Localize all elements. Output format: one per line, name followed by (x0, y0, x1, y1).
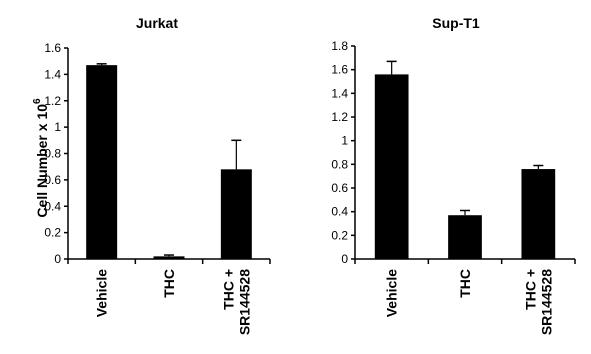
chart-title: Jurkat (136, 15, 178, 31)
y-tick-label: 0.2 (331, 228, 348, 242)
bar-1 (153, 256, 185, 259)
bar-0 (374, 74, 409, 260)
y-tick-label: 0.2 (44, 226, 61, 240)
chart-panel-sup-t1: Sup-T1 0 0.2 0.4 0.6 0.8 1 1.2 1.4 1.6 1.8 Vehicle… (331, 15, 576, 335)
y-tick-label: 0.8 (44, 147, 61, 161)
bar-2 (521, 169, 556, 259)
y-axis-label: Cell Number x 106 (32, 98, 50, 218)
bar-2 (220, 169, 252, 259)
y-tick-label: 1 (54, 120, 61, 134)
category-label-2: THC +SR144528 (220, 269, 252, 335)
category-label-1: THC (457, 269, 473, 298)
category-label-0: Vehicle (94, 269, 110, 317)
y-tick-label: 1.2 (331, 110, 348, 124)
y-tick-label: 1.4 (331, 86, 348, 100)
category-label-0: Vehicle (384, 269, 400, 317)
y-tick-label: 0.6 (331, 181, 348, 195)
y-tick-label: 0.4 (331, 205, 348, 219)
y-tick-label: 1.2 (44, 94, 61, 108)
bar-0 (86, 65, 118, 259)
chart-title: Sup-T1 (432, 15, 480, 31)
y-tick-label: 1.6 (331, 63, 348, 77)
chart-panel-jurkat: Jurkat Cell Number x 106 0 0.2 0.4 0.6 0.8 1 1… (32, 15, 271, 335)
y-tick-label: 1.4 (44, 67, 61, 81)
y-tick-label: 0 (341, 252, 348, 266)
y-tick-label: 1.6 (44, 41, 61, 55)
y-tick-label: 0.4 (44, 199, 61, 213)
y-tick-label: 1.8 (331, 39, 348, 53)
y-tick-label: 0.8 (331, 157, 348, 171)
y-tick-label: 0.6 (44, 173, 61, 187)
y-axis-label-exponent: 6 (32, 98, 43, 104)
bar-1 (448, 215, 482, 259)
y-axis-label-text: Cell Number x 10 (34, 104, 50, 218)
category-label-2: THC +SR144528 (522, 269, 554, 335)
y-tick-label: 0 (54, 252, 61, 266)
category-label-1: THC (161, 269, 177, 298)
y-tick-label: 1 (341, 134, 348, 148)
